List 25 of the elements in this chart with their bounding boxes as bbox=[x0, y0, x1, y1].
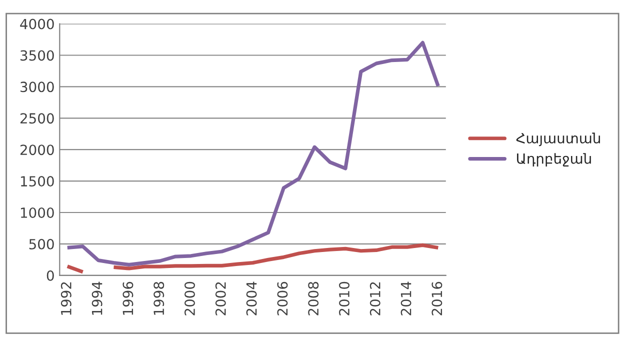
x-tick-label: 2006 bbox=[277, 282, 288, 316]
y-tick-label: 0 bbox=[46, 270, 54, 281]
y-tick-label: 500 bbox=[29, 238, 54, 250]
x-tick-label: 2000 bbox=[184, 282, 196, 316]
y-tick-label: 3500 bbox=[20, 50, 54, 61]
x-tick-label: 1994 bbox=[92, 282, 102, 315]
x-tick-label: 2004 bbox=[246, 282, 257, 316]
x-tick-label: 2014 bbox=[400, 282, 412, 316]
x-tick-label: 2002 bbox=[215, 282, 226, 316]
y-tick-label: 4000 bbox=[20, 18, 54, 30]
legend-label: Հայաստան bbox=[516, 132, 600, 146]
x-tick-label: 2010 bbox=[338, 282, 350, 316]
y-tick-label: 2500 bbox=[20, 113, 54, 124]
y-tick-label: 1000 bbox=[20, 207, 54, 218]
y-tick-label: 3000 bbox=[20, 82, 54, 92]
x-tick-label: 1996 bbox=[122, 282, 134, 315]
x-tick-label: 2016 bbox=[432, 282, 442, 316]
x-tick-label: 2008 bbox=[308, 282, 319, 316]
line-series bbox=[66, 40, 440, 267]
y-tick-label: 1500 bbox=[20, 176, 54, 187]
y-tick-label: 2000 bbox=[20, 144, 54, 156]
x-tick-label: 1992 bbox=[60, 282, 72, 315]
x-tick-label: 1998 bbox=[154, 282, 164, 315]
x-tick-label: 2012 bbox=[370, 282, 380, 316]
legend-label: Ադրբեջան bbox=[517, 153, 591, 167]
